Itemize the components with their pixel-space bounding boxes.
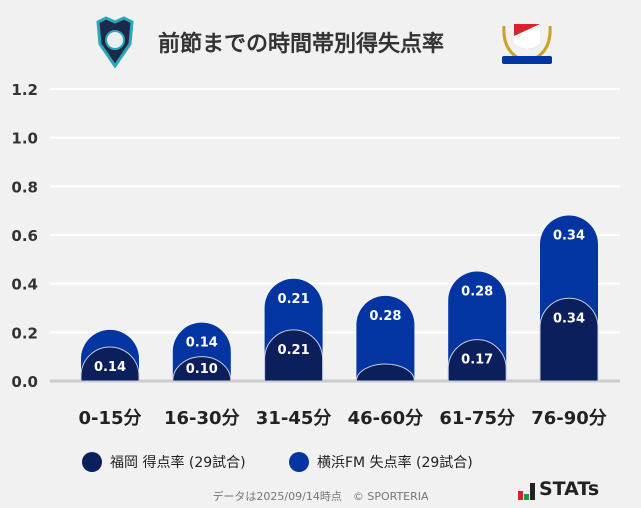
stats-brand: STATs	[518, 478, 599, 500]
bar-fukuoka	[539, 297, 599, 382]
bar-yokohama	[356, 295, 415, 381]
bar-fukuoka	[172, 356, 232, 382]
legend-marker	[289, 452, 309, 472]
chart-title: 前節までの時間帯別得失点率	[158, 32, 445, 57]
y-tick-label: 1.0	[11, 130, 38, 148]
bar-fukuoka	[355, 363, 415, 382]
bar-chart: 0.0 0.2 0.4 0.6 0.8 1.0 1.2 0.14 0-15分 0.14 0.10 16…	[11, 81, 620, 429]
bar-fukuoka	[264, 329, 324, 382]
legend-item-yokohama: 横浜FM 失点率 (29試合)	[289, 452, 473, 472]
x-tick-label: 76-90分	[531, 408, 607, 429]
y-tick-label: 0.6	[11, 227, 38, 245]
x-tick-label: 0-15分	[78, 408, 141, 429]
brand-text: STATs	[539, 478, 600, 500]
legend-marker	[82, 452, 102, 472]
x-tick-label: 16-30分	[164, 408, 240, 429]
x-tick-label: 61-75分	[439, 408, 515, 429]
data-label-yokohama: 0.28	[461, 285, 493, 300]
data-label-yokohama: 0.21	[278, 292, 310, 307]
legend-label: 福岡 得点率 (29試合)	[110, 455, 246, 471]
legend-label: 横浜FM 失点率 (29試合)	[317, 455, 473, 471]
data-label-yokohama: 0.28	[369, 309, 401, 324]
fukuoka-logo	[96, 16, 134, 69]
y-tick-label: 1.2	[11, 81, 38, 99]
data-label-fukuoka: 0.10	[186, 362, 218, 377]
yokohama-logo	[502, 24, 552, 64]
bar-fukuoka	[80, 346, 140, 382]
x-tick-label: 31-45分	[256, 408, 332, 429]
data-label-yokohama: 0.14	[186, 336, 218, 351]
x-tick-label: 46-60分	[348, 408, 424, 429]
y-tick-label: 0.0	[11, 373, 38, 391]
data-label-yokohama: 0.34	[553, 229, 585, 244]
y-tick-label: 0.2	[11, 324, 38, 342]
y-tick-label: 0.4	[11, 276, 38, 294]
data-label-fukuoka: 0.14	[94, 360, 126, 375]
bar-fukuoka	[447, 339, 507, 382]
y-tick-label: 0.8	[11, 178, 38, 196]
data-label-fukuoka: 0.17	[461, 353, 493, 368]
stats-logo-icon	[518, 483, 535, 500]
data-label-fukuoka: 0.21	[278, 343, 310, 358]
legend-item-fukuoka: 福岡 得点率 (29試合)	[82, 452, 246, 472]
footer-note: データは2025/09/14時点 © SPORTERIA	[212, 490, 429, 503]
data-label-fukuoka: 0.34	[553, 311, 585, 326]
